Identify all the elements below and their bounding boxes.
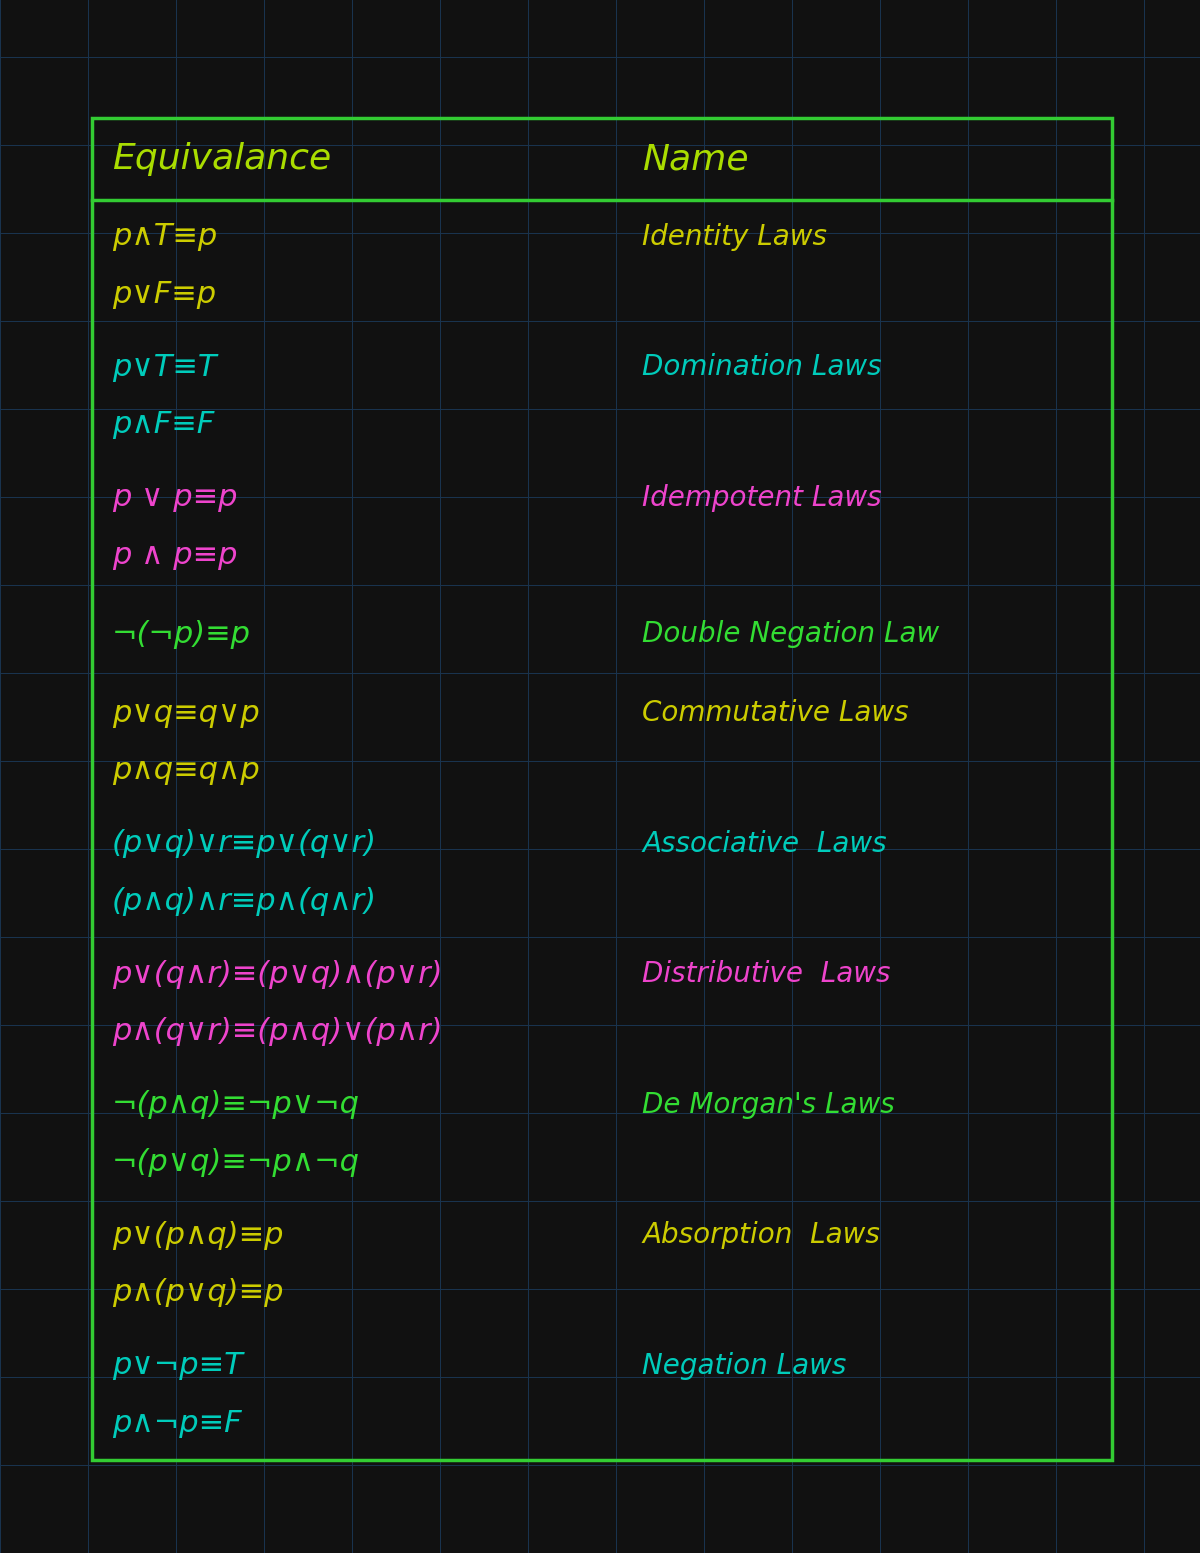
- Text: p ∧ p≡p: p ∧ p≡p: [112, 540, 238, 570]
- Text: (p∨q)∨r≡p∨(q∨r): (p∨q)∨r≡p∨(q∨r): [112, 829, 377, 859]
- Text: p∨q≡q∨p: p∨q≡q∨p: [112, 699, 259, 728]
- Text: p ∨ p≡p: p ∨ p≡p: [112, 483, 238, 512]
- Text: ¬(¬p)≡p: ¬(¬p)≡p: [112, 620, 251, 649]
- Text: Absorption  Laws: Absorption Laws: [642, 1221, 881, 1250]
- Text: (p∧q)∧r≡p∧(q∧r): (p∧q)∧r≡p∧(q∧r): [112, 887, 377, 916]
- Text: Identity Laws: Identity Laws: [642, 222, 828, 250]
- Text: Negation Laws: Negation Laws: [642, 1353, 847, 1381]
- Text: p∨¬p≡T: p∨¬p≡T: [112, 1351, 242, 1381]
- Text: p∨(p∧q)≡p: p∨(p∧q)≡p: [112, 1221, 283, 1250]
- Text: p∧q≡q∧p: p∧q≡q∧p: [112, 756, 259, 786]
- Text: De Morgan's Laws: De Morgan's Laws: [642, 1090, 895, 1118]
- Text: p∧F≡F: p∧F≡F: [112, 410, 215, 439]
- Text: Associative  Laws: Associative Laws: [642, 829, 887, 857]
- Text: Double Negation Law: Double Negation Law: [642, 620, 940, 648]
- Text: ¬(p∨q)≡¬p∧¬q: ¬(p∨q)≡¬p∧¬q: [112, 1148, 360, 1177]
- Text: Commutative Laws: Commutative Laws: [642, 699, 910, 727]
- Text: Idempotent Laws: Idempotent Laws: [642, 483, 882, 511]
- Text: p∧(q∨r)≡(p∧q)∨(p∧r): p∧(q∨r)≡(p∧q)∨(p∧r): [112, 1017, 443, 1047]
- Text: p∧(p∨q)≡p: p∧(p∨q)≡p: [112, 1278, 283, 1308]
- Text: Distributive  Laws: Distributive Laws: [642, 960, 890, 988]
- Text: p∨F≡p: p∨F≡p: [112, 280, 216, 309]
- Bar: [92, 118, 1112, 1460]
- Text: Name: Name: [642, 141, 749, 175]
- Text: p∧T≡p: p∧T≡p: [112, 222, 217, 252]
- Text: p∨T≡T: p∨T≡T: [112, 353, 216, 382]
- Text: Equivalance: Equivalance: [112, 141, 331, 175]
- Text: p∧¬p≡F: p∧¬p≡F: [112, 1409, 241, 1438]
- Text: p∨(q∧r)≡(p∨q)∧(p∨r): p∨(q∧r)≡(p∨q)∧(p∨r): [112, 960, 443, 989]
- Text: Domination Laws: Domination Laws: [642, 353, 882, 380]
- Text: ¬(p∧q)≡¬p∨¬q: ¬(p∧q)≡¬p∨¬q: [112, 1090, 360, 1120]
